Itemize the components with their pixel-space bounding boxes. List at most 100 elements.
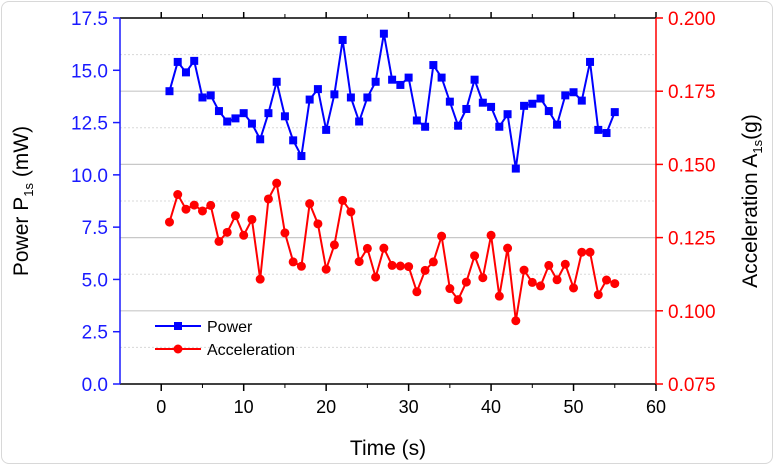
acceleration-data-point	[379, 243, 389, 253]
power-data-point	[223, 117, 232, 126]
power-data-point	[388, 75, 397, 84]
acceleration-data-point	[461, 277, 471, 287]
power-series-line	[168, 33, 616, 169]
acceleration-data-point	[486, 230, 496, 240]
power-data-point	[289, 136, 298, 145]
y-right-axis-label: Acceleration A1s(g)	[739, 114, 765, 288]
power-data-point	[421, 122, 430, 131]
acceleration-data-point	[470, 251, 480, 261]
acceleration-data-point	[313, 219, 323, 229]
acceleration-series-line	[168, 180, 616, 321]
x-axis-label: Time (s)	[350, 437, 426, 460]
acceleration-data-point	[321, 264, 331, 274]
series	[164, 29, 620, 326]
x-tick-label: 0	[156, 397, 166, 417]
power-data-point	[173, 57, 182, 66]
power-data-point	[355, 117, 364, 126]
y-left-tick-label: 5.0	[82, 270, 108, 291]
acceleration-data-point	[338, 195, 348, 205]
power-data-point	[305, 95, 314, 104]
acceleration-data-point	[288, 257, 298, 267]
acceleration-data-point	[189, 200, 199, 210]
power-data-point	[313, 85, 322, 94]
x-tick-label: 50	[564, 397, 584, 417]
power-data-point	[371, 77, 380, 86]
power-data-point	[478, 98, 487, 107]
power-data-point	[437, 73, 446, 82]
acceleration-data-point	[197, 206, 207, 216]
y-right-label-sub: 1s	[750, 139, 765, 153]
x-tick-label: 60	[646, 397, 666, 417]
acceleration-data-point	[164, 217, 174, 227]
acceleration-data-point	[371, 272, 381, 282]
power-data-point	[544, 107, 553, 116]
acceleration-data-point	[527, 277, 537, 287]
acceleration-data-point	[585, 247, 595, 257]
y-left-label-main: Power P	[10, 197, 33, 276]
acceleration-data-point	[412, 287, 422, 297]
power-data-point	[239, 109, 248, 118]
y-right-tick-label: 0.075	[668, 375, 716, 396]
power-data-point	[338, 35, 347, 44]
power-data-point	[198, 93, 207, 102]
acceleration-data-point	[437, 231, 447, 241]
y-right-tick-label: 0.125	[668, 229, 716, 250]
y-right-tick-label: 0.150	[668, 155, 716, 176]
power-data-point	[346, 93, 355, 102]
power-data-point	[511, 164, 520, 173]
y-right-label-main: Acceleration A	[739, 154, 762, 288]
y-right-tick-label: 0.175	[668, 82, 716, 103]
x-tick-label: 40	[481, 397, 501, 417]
power-data-point	[181, 68, 190, 77]
power-data-point	[495, 122, 504, 131]
y-left-label-unit: (mW)	[10, 126, 33, 183]
acceleration-data-point	[602, 275, 612, 285]
power-data-point	[280, 112, 289, 121]
power-data-point	[553, 120, 562, 129]
power-data-point	[569, 88, 578, 97]
acceleration-data-point	[494, 291, 504, 301]
acceleration-data-point	[181, 204, 191, 214]
y-left-tick-label: 10.0	[71, 166, 108, 187]
y-left-tick-label: 12.5	[71, 114, 108, 135]
power-data-point	[379, 29, 388, 38]
power-data-point	[445, 97, 454, 106]
legend-power-marker	[174, 322, 182, 330]
acceleration-data-point	[577, 247, 587, 257]
acceleration-data-point	[255, 274, 265, 284]
power-data-point	[594, 125, 603, 134]
acceleration-data-point	[239, 230, 249, 240]
acceleration-data-point	[395, 261, 405, 271]
acceleration-data-point	[536, 281, 546, 291]
power-data-point	[429, 61, 438, 70]
acceleration-data-point	[503, 243, 513, 253]
acceleration-data-point	[263, 194, 273, 204]
power-data-point	[396, 80, 405, 89]
power-data-point	[454, 121, 463, 130]
power-data-point	[404, 73, 413, 82]
acceleration-data-point	[305, 199, 315, 209]
y-left-tick-label: 17.5	[71, 9, 108, 30]
legend-acceleration-label: Acceleration	[207, 342, 295, 359]
acceleration-data-point	[206, 200, 216, 210]
y-left-tick-label: 7.5	[82, 218, 108, 239]
power-data-point	[297, 152, 306, 161]
acceleration-data-point	[544, 260, 554, 270]
acceleration-data-point	[280, 228, 290, 238]
acceleration-data-point	[552, 275, 562, 285]
power-data-point	[247, 119, 256, 128]
acceleration-data-point	[173, 190, 183, 200]
y-right-tick-label: 0.200	[668, 9, 716, 30]
acceleration-data-point	[511, 316, 521, 326]
y-left-tick-label: 0.0	[82, 375, 108, 396]
acceleration-data-point	[445, 284, 455, 294]
legend: Power Acceleration	[155, 319, 295, 359]
acceleration-data-point	[569, 283, 579, 293]
y-left-axis-label: Power P1s (mW)	[10, 126, 36, 276]
power-data-point	[272, 77, 281, 86]
power-data-point	[330, 90, 339, 99]
power-data-point	[470, 75, 479, 84]
acceleration-data-point	[610, 279, 620, 289]
power-data-point	[412, 116, 421, 125]
